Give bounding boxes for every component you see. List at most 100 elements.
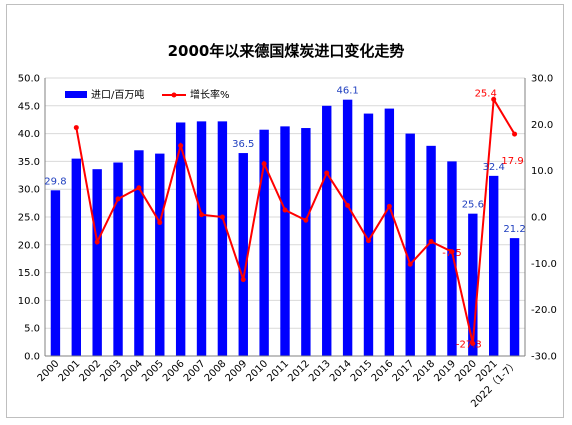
bar — [155, 153, 165, 356]
rate-point — [178, 143, 184, 149]
x-tick-label: 2006 — [161, 358, 187, 384]
x-tick-label: 2020 — [453, 358, 479, 384]
bar — [489, 175, 499, 356]
x-tick-label: 2004 — [119, 358, 145, 384]
bar — [405, 133, 415, 356]
x-tick-label: 2014 — [328, 358, 354, 384]
y-left-tick-label: 25.0 — [18, 213, 40, 224]
rate-value-label: 25.4 — [475, 88, 497, 99]
bar — [259, 129, 269, 356]
bar — [134, 150, 144, 356]
bar — [426, 145, 436, 356]
x-tick-label: 2011 — [265, 358, 291, 384]
rate-point — [449, 249, 455, 255]
y-right-tick-label: -20.0 — [531, 305, 557, 316]
x-tick-label: 2018 — [411, 358, 437, 384]
x-tick-label: 2015 — [349, 358, 375, 384]
bar-value-label: 36.5 — [232, 139, 254, 150]
rate-point — [240, 277, 246, 283]
x-tick-label: 2005 — [140, 358, 166, 384]
legend-bar-label: 进口/百万吨 — [91, 88, 144, 101]
x-tick-label: 2016 — [370, 358, 396, 384]
bar — [71, 158, 81, 356]
rate-point — [73, 125, 79, 131]
rate-point — [282, 207, 288, 213]
rate-value-label: -7.5 — [442, 248, 462, 259]
bar — [280, 126, 290, 356]
x-tick-label: 2012 — [286, 358, 312, 384]
bar — [238, 153, 248, 356]
y-right-tick-label: 30.0 — [531, 74, 553, 85]
y-right-tick-label: -10.0 — [531, 259, 557, 270]
bar-series — [50, 99, 520, 357]
rate-line-series — [73, 96, 518, 346]
y-left-tick-label: 20.0 — [18, 240, 40, 251]
bar — [384, 108, 395, 356]
bar — [447, 161, 457, 356]
x-tick-label: 2001 — [57, 358, 83, 384]
y-left-tick-label: 5.0 — [24, 324, 40, 335]
bar — [342, 99, 353, 357]
y-right-tick-label: -30.0 — [531, 352, 557, 363]
rate-point — [470, 340, 476, 346]
rate-point — [386, 203, 392, 209]
y-left-tick-label: 30.0 — [18, 185, 40, 196]
rate-point — [94, 239, 100, 245]
legend: 进口/百万吨 增长率% — [65, 88, 230, 101]
data-labels: 29.8 36.5 46.1 25.6 32.4 21.2 -7.5 -27.3 25.4 17.… — [44, 86, 525, 351]
bar-value-label: 21.2 — [503, 224, 525, 235]
y-left-tick-label: 50.0 — [18, 74, 40, 85]
rate-point — [345, 202, 351, 208]
bar — [468, 213, 478, 356]
chart-title: 2000年以来德国煤炭进口变化走势 — [168, 42, 405, 60]
rate-point — [491, 96, 497, 102]
x-tick-label: 2003 — [98, 358, 124, 384]
bar-value-label: 32.4 — [483, 162, 505, 173]
y-right-tick-label: 0.0 — [531, 213, 547, 224]
bar — [322, 105, 332, 356]
y-left-tick-label: 35.0 — [18, 157, 40, 168]
bar-value-label: 46.1 — [336, 86, 358, 97]
bar — [217, 121, 228, 356]
x-tick-label: 2013 — [307, 358, 333, 384]
bar — [175, 122, 186, 356]
bar — [509, 238, 520, 356]
rate-point — [115, 196, 121, 202]
x-tick-label: 2007 — [182, 358, 208, 384]
legend-line-label: 增长率% — [190, 88, 230, 101]
rate-point — [219, 214, 225, 220]
y-left-tick-label: 10.0 — [18, 296, 40, 307]
rate-value-label: 17.9 — [501, 156, 523, 167]
y-left-tick-label: 40.0 — [18, 129, 40, 140]
bar-value-label: 25.6 — [462, 200, 484, 211]
rate-point — [407, 261, 413, 267]
rate-point — [157, 220, 163, 226]
rate-point — [365, 238, 371, 244]
y-right-tick-label: 10.0 — [531, 166, 553, 177]
bar — [113, 162, 123, 356]
y-left-tick-label: 0.0 — [24, 352, 40, 363]
rate-point — [324, 170, 330, 176]
bar — [301, 128, 311, 356]
x-tick-label: 2008 — [203, 358, 229, 384]
rate-point — [261, 161, 267, 167]
rate-line — [75, 96, 516, 344]
x-tick-label: 2009 — [224, 358, 250, 384]
rate-point — [136, 185, 142, 191]
x-tick-label: 2010 — [244, 358, 270, 384]
legend-bar-swatch — [65, 91, 87, 98]
rate-point — [199, 212, 205, 218]
x-tick-label: 2002 — [78, 358, 104, 384]
rate-point — [512, 131, 518, 137]
bar — [50, 190, 61, 356]
rate-point — [303, 217, 309, 223]
y-left-tick-label: 15.0 — [18, 268, 40, 279]
x-tick-label: 2019 — [432, 358, 458, 384]
x-tick-label: 2017 — [391, 358, 417, 384]
bar — [196, 121, 207, 356]
rate-value-label: -27.3 — [456, 339, 482, 350]
rate-point — [428, 239, 434, 245]
bar — [92, 169, 102, 356]
bar — [363, 113, 374, 356]
